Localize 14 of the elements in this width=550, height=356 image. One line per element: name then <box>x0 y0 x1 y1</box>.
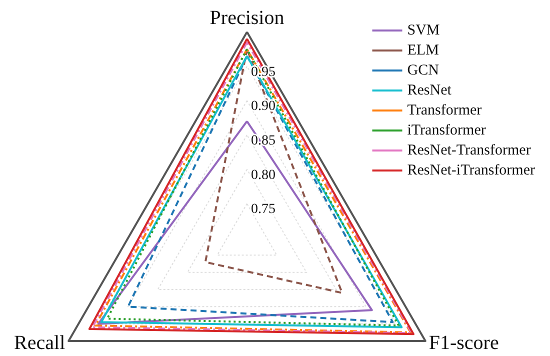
legend-label: ResNet <box>407 82 452 98</box>
legend-label: ELM <box>407 42 439 58</box>
legend-label: iTransformer <box>407 122 486 138</box>
legend-label: SVM <box>407 22 440 38</box>
legend-label: Transformer <box>407 102 482 118</box>
legend-label: GCN <box>407 62 440 78</box>
y-tick-label: 0.75 <box>251 202 276 218</box>
legend-label: ResNet-Transformer <box>407 142 531 158</box>
legend-label: ResNet-iTransformer <box>407 162 536 178</box>
y-tick-label: 0.80 <box>251 168 276 183</box>
spoke-label: F1-score <box>428 332 499 354</box>
spoke-label: Precision <box>210 7 284 29</box>
y-tick-label: 0.90 <box>251 99 276 114</box>
spoke-label: Recall <box>14 332 66 354</box>
